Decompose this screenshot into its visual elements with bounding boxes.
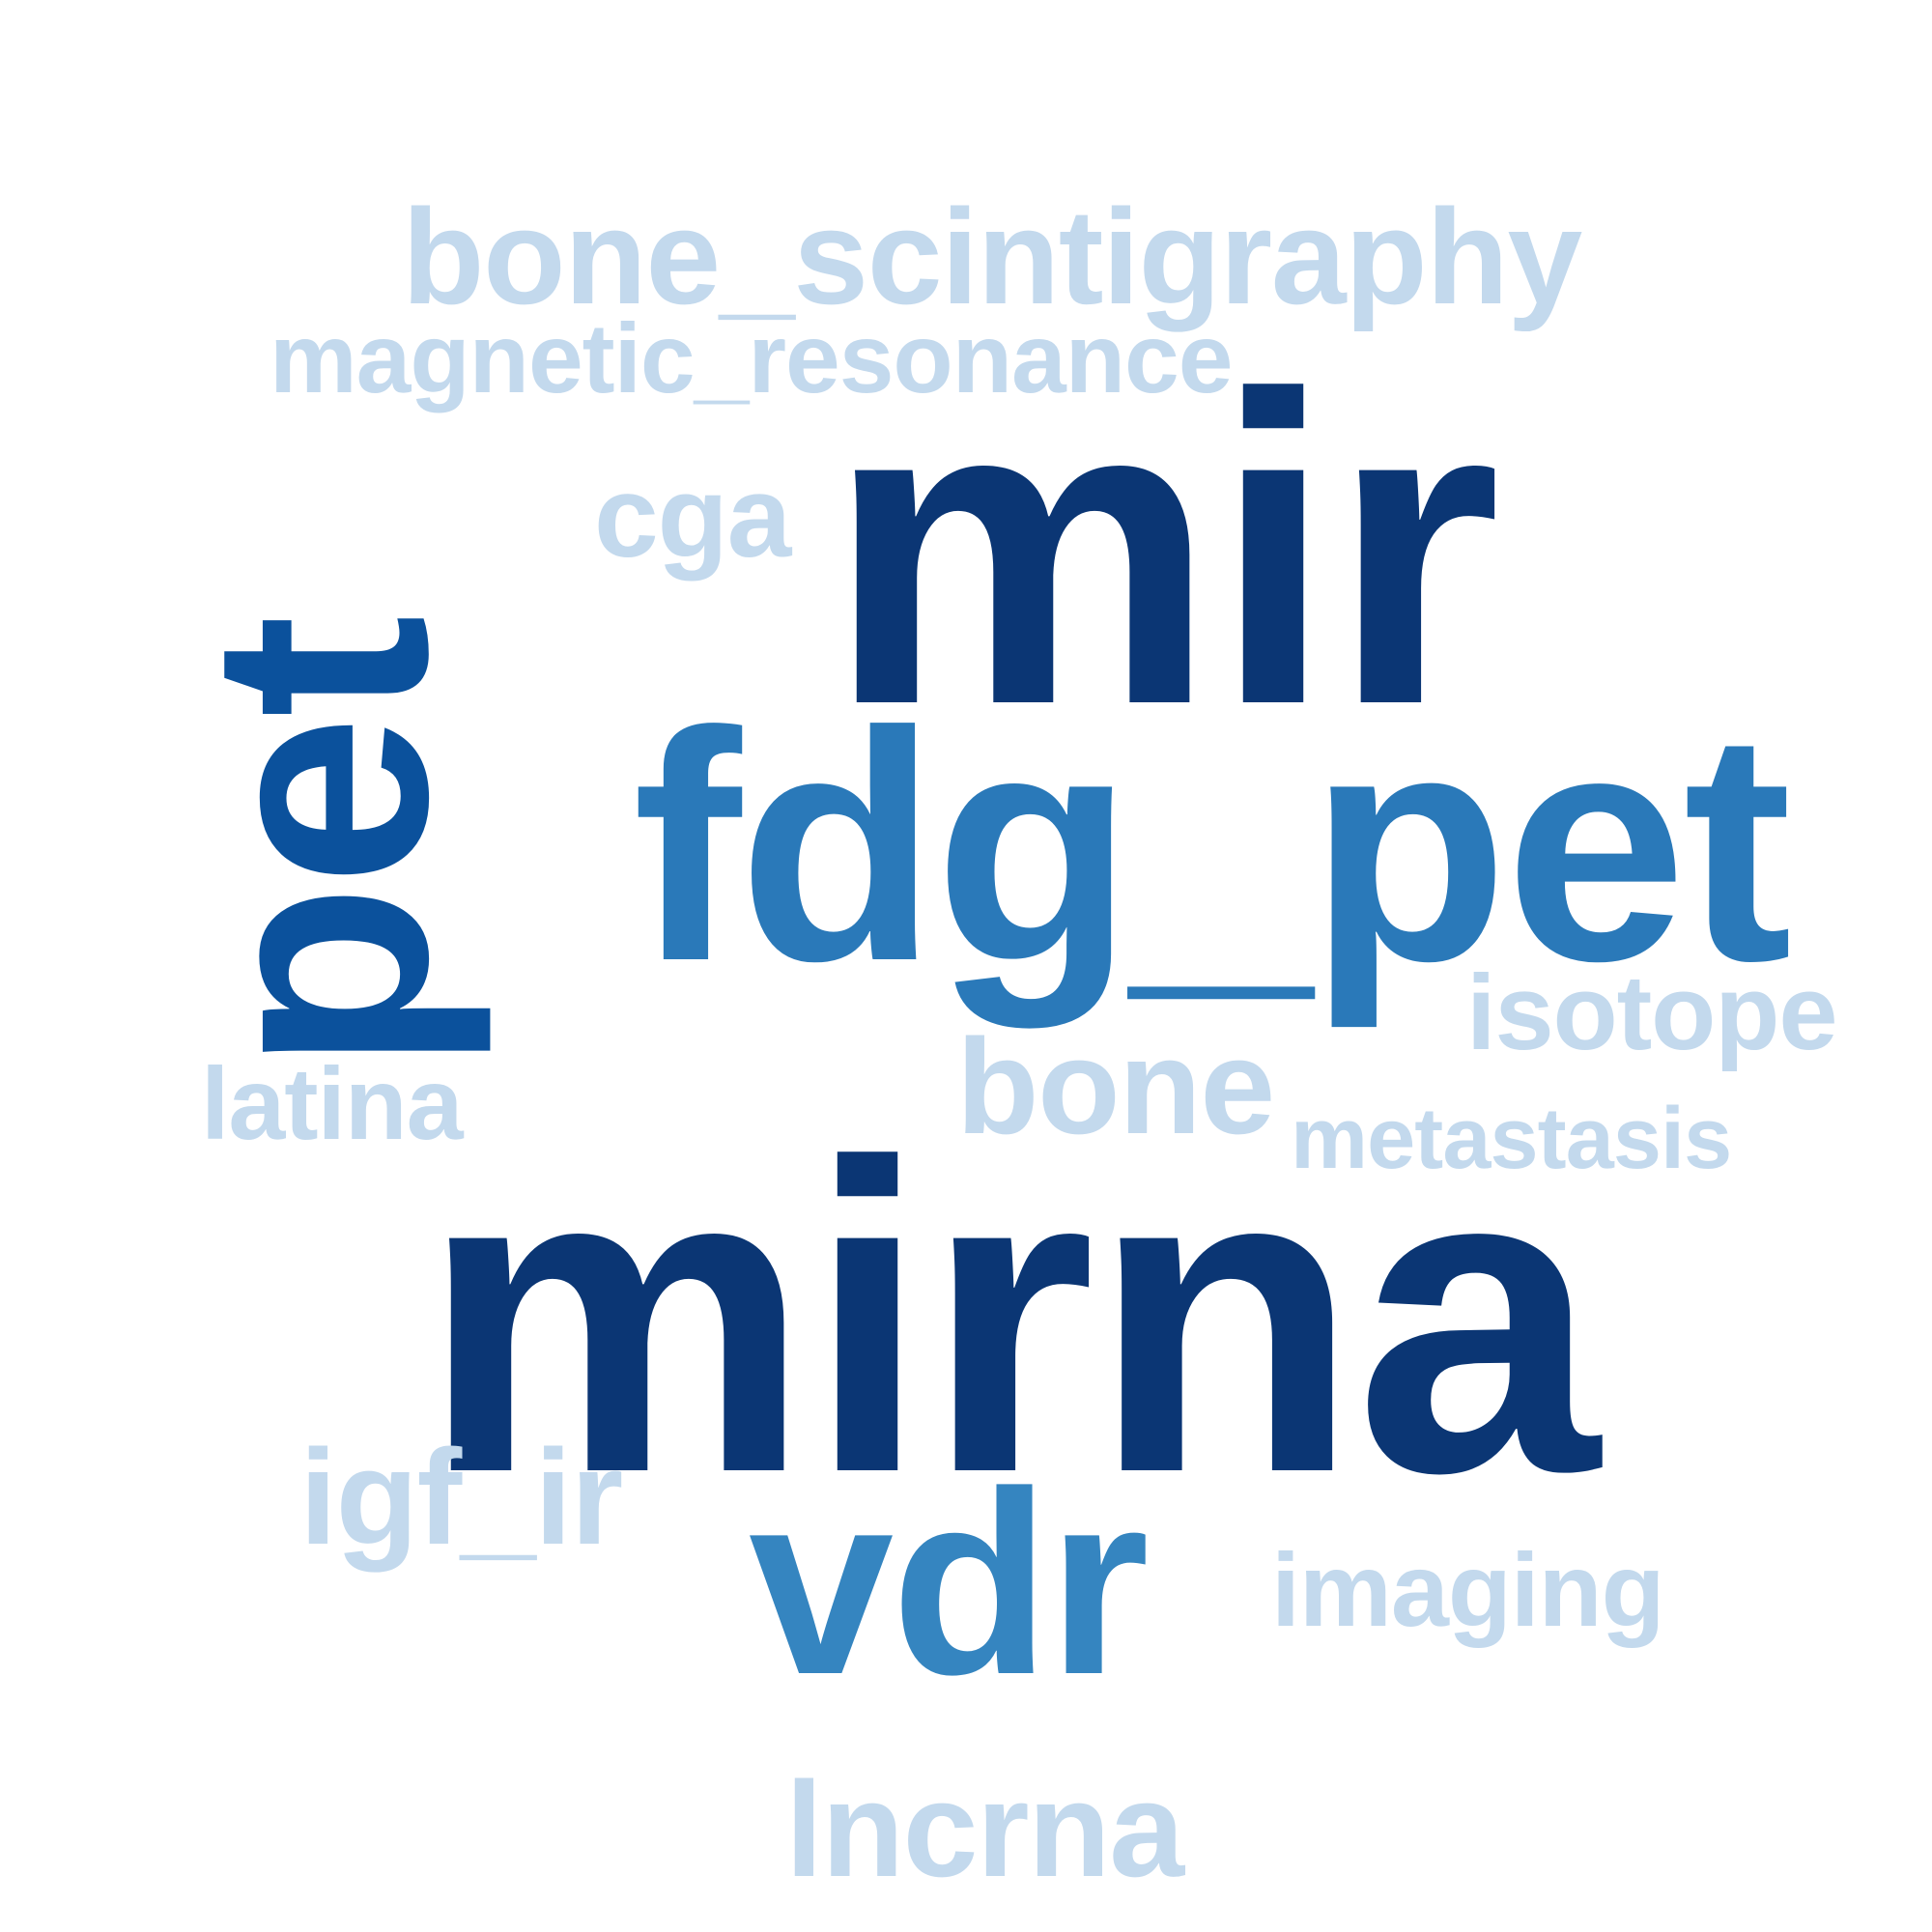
word-cga: cga [594, 452, 791, 582]
word-latina: latina [201, 1047, 464, 1161]
word-pet: pet [146, 617, 492, 1072]
word-bone-scintigraphy: bone_scintigraphy [402, 181, 1582, 332]
word-mirna: mirna [420, 1073, 1600, 1564]
word-isotope: isotope [1466, 953, 1838, 1072]
word-imaging: imaging [1271, 1531, 1665, 1648]
word-igf-ir: igf_ir [299, 1421, 623, 1573]
word-mir: mir [826, 305, 1501, 796]
word-metastasis: metastasis [1291, 1091, 1732, 1187]
word-fdg-pet: fdg_pet [633, 664, 1792, 1029]
word-bone: bone [956, 1010, 1275, 1162]
word-lncrna: lncrna [785, 1753, 1184, 1905]
word-magnetic-resonance: magnetic_resonance [270, 303, 1233, 413]
word-vdr: vdr [749, 1438, 1150, 1729]
